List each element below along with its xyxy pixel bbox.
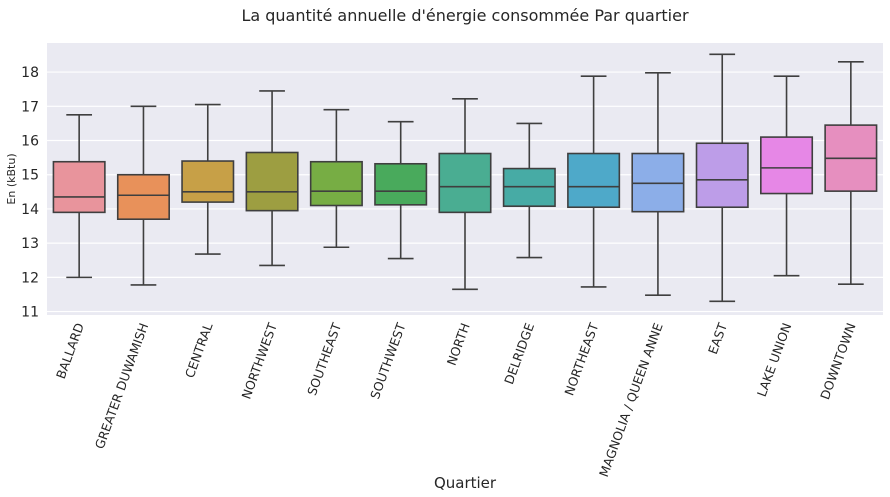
iqr-box [309, 160, 363, 207]
x-tick-label: DOWNTOWN [817, 321, 859, 402]
x-tick-label: LAKE UNION [754, 321, 795, 399]
box-southwest [374, 120, 428, 260]
x-axis-label: Quartier [434, 474, 497, 492]
iqr-box [374, 162, 428, 206]
y-tick-label: 15 [21, 168, 39, 184]
y-tick-label: 16 [21, 134, 39, 150]
box-northwest [245, 90, 299, 267]
iqr-box [116, 173, 170, 221]
x-tick-label: NORTH [444, 321, 473, 367]
chart-title: La quantité annuelle d'énergie consommée… [241, 6, 689, 25]
y-tick-label: 11 [21, 305, 39, 321]
y-tick-label: 12 [21, 270, 39, 286]
boxes [52, 53, 878, 303]
y-tick-label: 14 [21, 202, 39, 218]
box-north [438, 97, 492, 291]
x-tick-label: BALLARD [53, 321, 87, 381]
x-tick-label: NORTHEAST [561, 321, 601, 398]
box-lake-union [760, 75, 814, 277]
x-tick-label: NORTHWEST [238, 321, 280, 401]
box-ballard [52, 114, 106, 279]
iqr-box [245, 151, 299, 212]
box-central [181, 103, 235, 255]
box-northeast [567, 75, 621, 288]
x-tick-label: GREATER DUWAMISH [92, 321, 152, 451]
box-greater-duwamish [116, 105, 170, 286]
y-tick-label: 13 [21, 236, 39, 252]
x-tick-label: EAST [705, 321, 730, 357]
iqr-box [567, 152, 621, 209]
x-tick-label: MAGNOLIA / QUEEN ANNE [596, 321, 666, 479]
box-delridge [502, 122, 556, 259]
x-tick-label: DELRIDGE [501, 321, 537, 386]
iqr-box [52, 160, 106, 214]
box-east [695, 53, 749, 303]
iqr-box [181, 160, 235, 203]
y-tick-labels: 11 12 13 14 15 16 17 18 [21, 65, 39, 320]
box-magnolia-queen-anne [631, 71, 685, 296]
y-tick-label: 18 [21, 65, 39, 81]
x-tick-label: CENTRAL [182, 321, 216, 380]
x-tick-label: SOUTHEAST [304, 321, 344, 398]
iqr-box [438, 152, 492, 214]
iqr-box [695, 142, 749, 209]
x-tick-label: SOUTHWEST [367, 321, 409, 401]
iqr-box [760, 136, 814, 195]
x-tick-labels: BALLARD GREATER DUWAMISH CENTRAL NORTHWEST S… [53, 321, 859, 479]
y-tick-label: 17 [21, 99, 39, 115]
y-axis-label: En (kBtu) [5, 153, 18, 204]
box-southeast [309, 108, 363, 249]
box-downtown [824, 61, 878, 286]
